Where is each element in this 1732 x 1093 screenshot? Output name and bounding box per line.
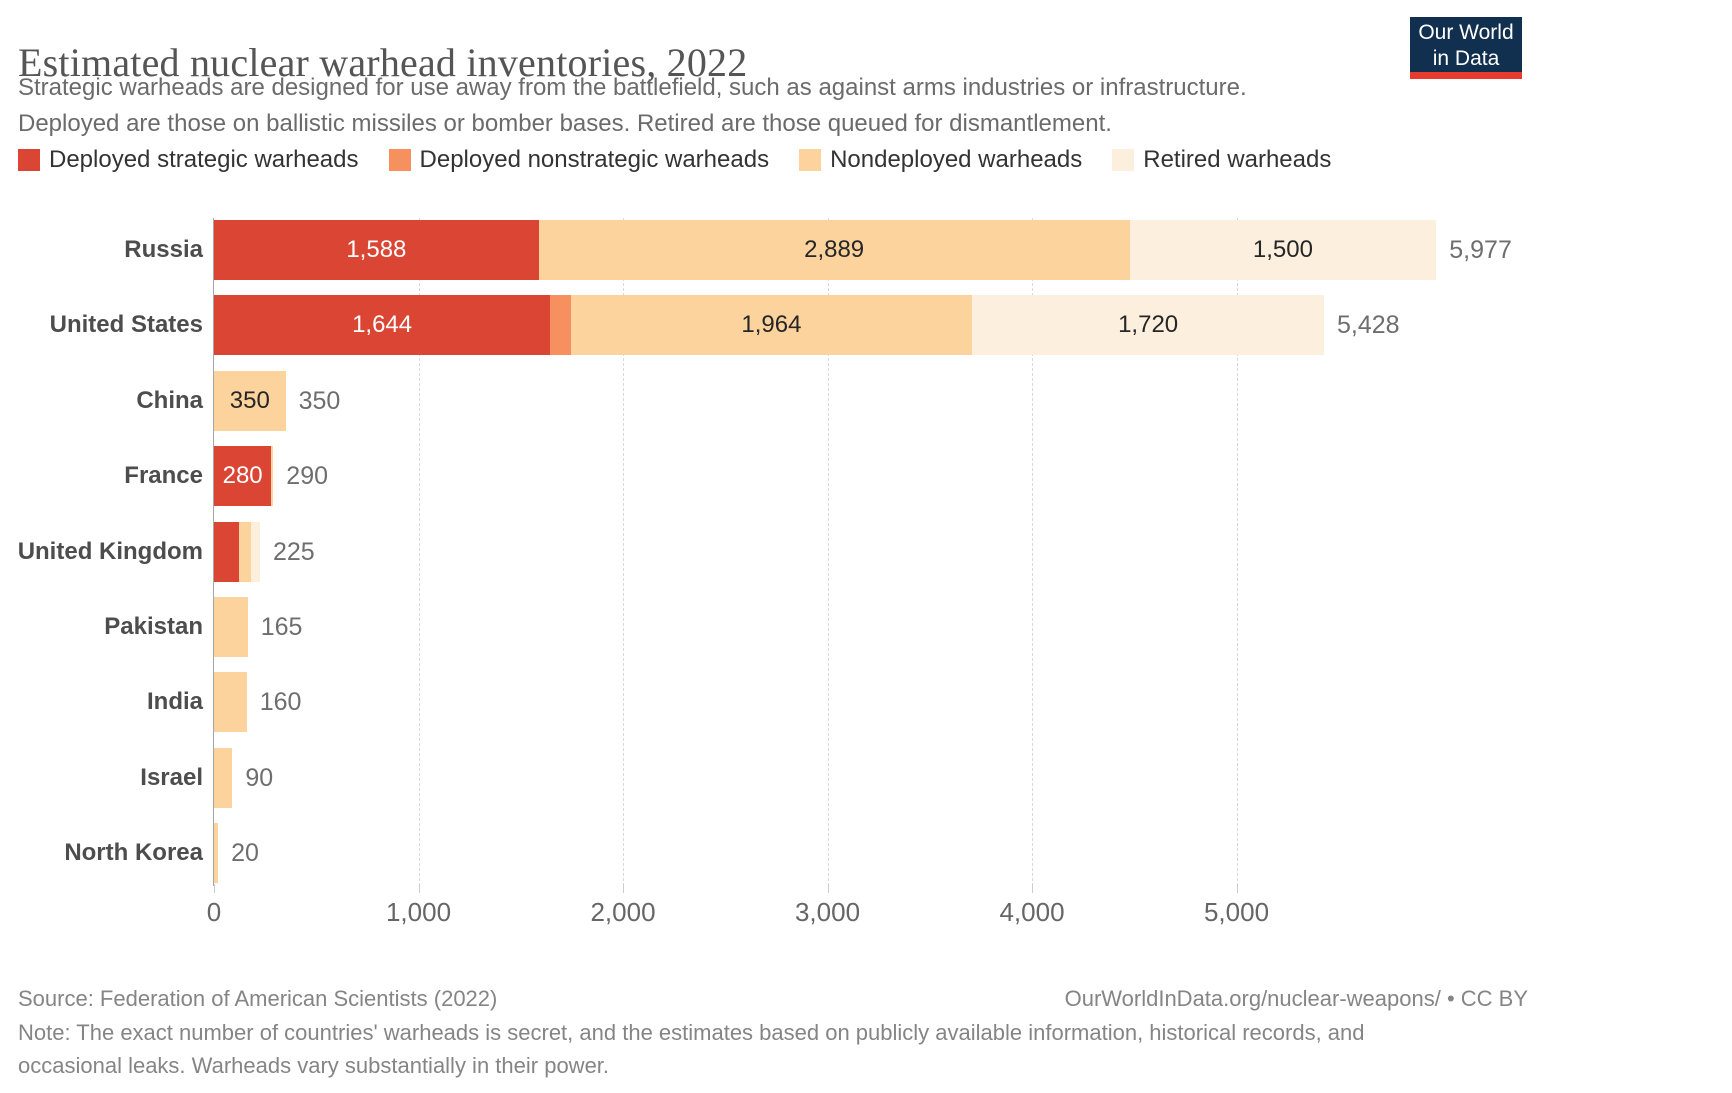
country-label-pakistan: Pakistan <box>104 613 203 640</box>
segment-value-label: 1,500 <box>1252 236 1313 263</box>
bar-segment-nondeployed: 1,964 <box>570 295 973 356</box>
legend-item-deployed_strategic: Deployed strategic warheads <box>18 146 359 174</box>
y-axis-line <box>213 218 214 886</box>
subtitle-line-2: Deployed are those on ballistic missiles… <box>18 110 1112 137</box>
gridline-3000 <box>827 218 829 886</box>
bar-pakistan <box>214 597 248 657</box>
bar-segment-nondeployed: 2,889 <box>538 220 1130 280</box>
subtitle-line-1: Strategic warheads are designed for use … <box>18 74 1247 101</box>
bar-segment-retired: 1,500 <box>1129 220 1437 280</box>
gridline-2000 <box>623 218 624 886</box>
bar-segment-deployed_strategic <box>214 521 239 582</box>
segment-value-label: 1,964 <box>741 311 802 339</box>
country-label-russia: Russia <box>124 236 203 263</box>
bar-segment-nondeployed <box>214 823 219 884</box>
x-tick-label: 0 <box>206 897 222 927</box>
bar-segment-deployed_strategic: 1,588 <box>214 220 539 280</box>
bar-segment-deployed_strategic: 1,644 <box>214 295 551 356</box>
legend-label: Nondeployed warheads <box>830 146 1083 173</box>
total-label-china: 350 <box>298 386 341 415</box>
legend-swatch-deployed_strategic <box>18 149 40 171</box>
bar-segment-nondeployed <box>214 672 247 733</box>
bar-united-states: 1,644 1,964 1,720 <box>214 295 1324 356</box>
bar-segment-nondeployed: 350 <box>214 370 286 431</box>
legend-label: Retired warheads <box>1143 146 1332 173</box>
legend-item-deployed_nonstrategic: Deployed nonstrategic warheads <box>388 146 770 174</box>
legend-label: Deployed nonstrategic warheads <box>419 146 770 173</box>
total-label-pakistan: 165 <box>260 613 303 641</box>
legend-label: Deployed strategic warheads <box>49 146 359 173</box>
total-label-france: 290 <box>286 462 329 491</box>
x-tick-label: 5,000 <box>1203 897 1270 927</box>
note-line-1: Note: The exact number of countries' war… <box>18 1020 1365 1045</box>
owid-logo-line-1: Our World <box>1418 21 1514 44</box>
legend-swatch-nondeployed <box>799 149 822 171</box>
segment-value-label: 2,889 <box>804 236 865 263</box>
country-label-united-states: United States <box>49 311 203 339</box>
bar-segment-deployed_nonstrategic <box>550 295 571 356</box>
segment-value-label: 1,644 <box>352 311 413 339</box>
tick-mark-1000 <box>418 884 420 893</box>
source-text: Source: Federation of American Scientist… <box>18 986 498 1011</box>
x-tick-label: 2,000 <box>590 897 656 927</box>
legend-item-retired: Retired warheads <box>1112 146 1331 174</box>
tick-mark-2000 <box>623 884 624 893</box>
total-label-united-states: 5,428 <box>1337 311 1400 340</box>
chart-legend: Deployed strategic warheads Deployed nons… <box>18 146 1331 174</box>
country-label-france: France <box>124 462 203 490</box>
total-label-united-kingdom: 225 <box>273 537 315 566</box>
bar-segment-retired: 1,720 <box>972 295 1324 356</box>
attribution-text: OurWorldInData.org/nuclear-weapons/ • CC… <box>1064 986 1528 1011</box>
tick-mark-0 <box>214 884 215 893</box>
chart-subtitle: Strategic warheads are designed for use … <box>18 70 1247 142</box>
bar-united-kingdom <box>214 521 260 582</box>
bar-north-korea <box>214 823 219 884</box>
bar-china: 350 <box>214 370 286 431</box>
bar-russia: 1,588 2,889 1,500 <box>214 220 1437 280</box>
x-tick-label: 3,000 <box>794 897 861 927</box>
country-label-israel: Israel <box>140 763 203 791</box>
total-label-north-korea: 20 <box>231 839 259 868</box>
bar-segment-deployed_strategic: 280 <box>214 446 272 507</box>
legend-item-nondeployed: Nondeployed warheads <box>799 146 1082 174</box>
owid-logo: Our World in Data <box>1410 17 1522 79</box>
country-label-united-kingdom: United Kingdom <box>17 537 203 565</box>
bar-israel <box>214 747 233 808</box>
bar-segment-nondeployed <box>214 747 233 808</box>
total-label-india: 160 <box>259 688 302 717</box>
bar-segment-nondeployed <box>214 597 248 657</box>
owid-logo-line-2: in Data <box>1432 47 1500 70</box>
x-tick-label: 4,000 <box>999 897 1065 927</box>
x-tick-label: 1,000 <box>385 897 452 927</box>
legend-swatch-retired <box>1112 149 1135 171</box>
gridline-1000 <box>418 218 420 886</box>
country-label-north-korea: North Korea <box>64 839 203 867</box>
bar-segment-retired <box>250 521 260 582</box>
legend-swatch-deployed_nonstrategic <box>388 149 411 171</box>
segment-value-label: 350 <box>229 386 270 414</box>
bar-france: 280 <box>214 446 274 507</box>
gridline-5000 <box>1236 218 1238 886</box>
segment-value-label: 1,588 <box>346 236 407 263</box>
page-title: Estimated nuclear warhead inventories, 2… <box>18 39 748 85</box>
note-line-2: occasional leaks. Warheads vary substant… <box>18 1053 610 1078</box>
tick-mark-4000 <box>1032 884 1033 893</box>
total-label-israel: 90 <box>245 763 274 792</box>
bar-segment-nondeployed <box>271 446 274 507</box>
gridline-4000 <box>1032 218 1033 886</box>
bar-india <box>214 672 247 733</box>
bar-segment-nondeployed <box>238 521 251 582</box>
segment-value-label: 1,720 <box>1118 311 1179 339</box>
country-label-china: China <box>136 386 203 414</box>
country-label-india: India <box>146 688 203 716</box>
note-text: Note: The exact number of countries' war… <box>18 1016 1365 1082</box>
tick-mark-3000 <box>827 884 829 893</box>
segment-value-label: 280 <box>222 462 263 490</box>
total-label-russia: 5,977 <box>1449 236 1512 264</box>
tick-mark-5000 <box>1236 884 1238 893</box>
